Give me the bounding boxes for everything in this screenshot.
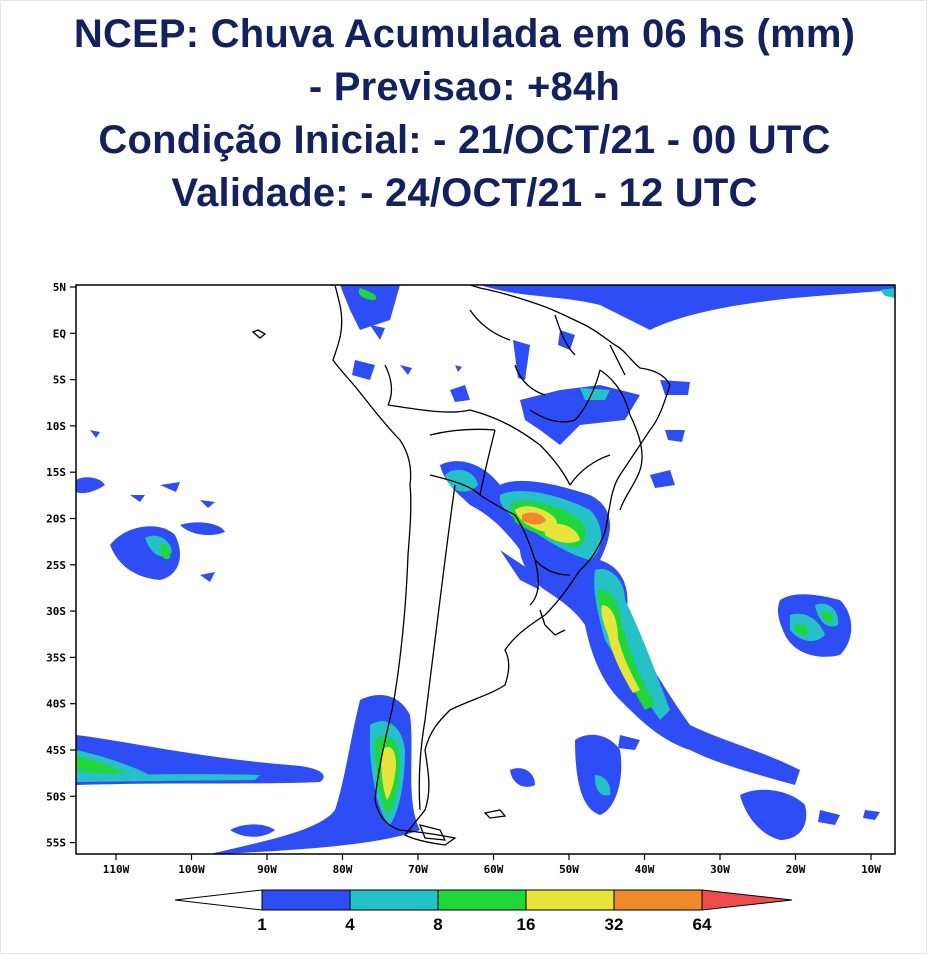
lat-tick-label: EQ [53,327,67,340]
title-line-1: NCEP: Chuva Acumulada em 06 hs (mm) [73,12,856,56]
colorbar-label: 1 [257,915,266,934]
colorbar-label: 16 [517,915,536,934]
lon-tick-label: 80W [333,863,353,876]
lon-tick-label: 40W [635,863,655,876]
lat-tick-label: 25S [46,559,66,572]
lat-tick-label: 10S [46,420,66,433]
lon-tick-label: 50W [559,863,579,876]
lon-tick-label: 110W [103,863,130,876]
colorbar-swatch [261,889,351,911]
colorbar-label: 64 [693,915,712,934]
colorbar: 1 4 8 16 32 64 [174,889,793,934]
lon-tick-label: 20W [786,863,806,876]
latitude-axis: 5N EQ 5S 10S 15S 20S 25S 30S 35S 40S 45S 50S 55S [46,281,76,850]
title-line-3: Condição Inicial: - 21/OCT/21 - 00 UTC [98,118,831,162]
lat-tick-label: 15S [46,466,66,479]
plot-frame [75,284,896,855]
colorbar-label: 4 [345,915,355,934]
map-title: NCEP: Chuva Acumulada em 06 hs (mm) - Pr… [0,8,929,220]
colorbar-swatch [525,889,615,911]
lat-tick-label: 50S [46,790,66,803]
colorbar-swatch [174,889,263,911]
title-line-2: - Previsao: +84h [308,65,621,109]
precip-shading [76,285,895,854]
colorbar-swatch [349,889,439,911]
lat-tick-label: 55S [46,837,66,850]
lon-tick-label: 60W [484,863,504,876]
colorbar-label: 8 [433,915,442,934]
coastline-overlay [251,285,671,846]
lon-tick-label: 30W [710,863,730,876]
lat-tick-label: 5S [53,374,66,387]
lon-tick-label: 90W [257,863,277,876]
lat-tick-label: 35S [46,651,66,664]
precipitation-map: 5N EQ 5S 10S 15S 20S 25S 30S 35S 40S 45S 50S 55S 110… [0,270,929,956]
title-line-4: Validade: - 24/OCT/21 - 12 UTC [171,171,758,215]
longitude-axis: 110W 100W 90W 80W 70W 60W 50W 40W 30W 20W 10W [103,854,881,876]
lon-tick-label: 70W [408,863,428,876]
colorbar-swatch [613,889,703,911]
lon-tick-label: 10W [861,863,881,876]
colorbar-swatch [701,889,793,911]
colorbar-label: 32 [605,915,624,934]
lon-tick-label: 100W [178,863,205,876]
lat-tick-label: 45S [46,744,66,757]
lat-tick-label: 40S [46,698,66,711]
lat-tick-label: 30S [46,605,66,618]
lat-tick-label: 20S [46,513,66,526]
colorbar-swatch [437,889,527,911]
lat-tick-label: 5N [53,281,66,294]
